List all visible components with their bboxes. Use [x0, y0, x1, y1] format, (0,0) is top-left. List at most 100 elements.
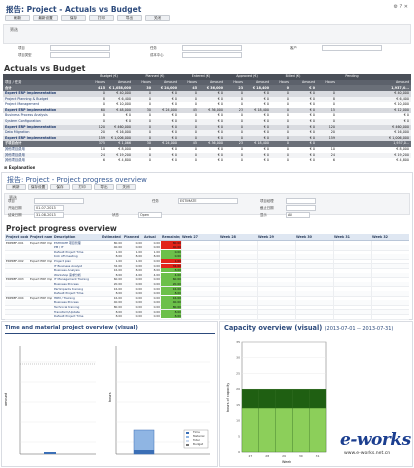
row-label[interactable]: Project Planning & Budget: [5, 96, 49, 101]
watermark-logo: e-works www.e-works.net.cn: [338, 426, 412, 462]
progress-cell-desc[interactable]: Default Project Time: [54, 249, 84, 254]
progress-cell-code[interactable]: ERPREF-003: [6, 277, 24, 282]
filter-input-0[interactable]: [50, 45, 110, 51]
capacity-bar: [258, 388, 276, 409]
progress-cell-desc[interactable]: HRM / Training: [54, 295, 75, 300]
capacity-y-tick: 25: [236, 371, 240, 375]
row-cell: € 0: [217, 130, 223, 135]
toolbar-button-4[interactable]: 导出: [117, 15, 142, 21]
progress-filter-input-5[interactable]: [286, 198, 316, 204]
week-cell: [333, 258, 371, 264]
row-label[interactable]: Expert ERP Implementation: [5, 91, 57, 95]
progress-col-1: Project name: [30, 234, 52, 239]
progress-cell-desc[interactable]: IT Management Training: [54, 277, 89, 282]
progress-cell-code[interactable]: ERPREF-004: [6, 295, 24, 300]
row-label[interactable]: 其他项目费用: [5, 147, 25, 151]
progress-filter-input-2[interactable]: 01-07-2013: [34, 205, 64, 211]
progress-cell-name[interactable]: [30, 314, 52, 319]
progress-cell-name[interactable]: Expert ERP Implementation: [30, 295, 52, 300]
progress-filter-input-6[interactable]: [286, 205, 316, 211]
filter-input-2[interactable]: [322, 45, 382, 51]
progress-toolbar-button-0[interactable]: 刷新: [6, 184, 26, 190]
progress-cell-desc[interactable]: Default Project Time: [54, 291, 84, 296]
progress-cell-desc[interactable]: Business Analysis: [54, 268, 80, 273]
row-label[interactable]: Project Management: [5, 102, 40, 107]
progress-cell-desc[interactable]: Participants training: [54, 286, 84, 291]
progress-toolbar-button-4[interactable]: 导出: [94, 184, 114, 190]
sub-col-4: Hours: [187, 80, 197, 84]
progress-cell-est: 40.00: [113, 300, 122, 305]
row-label[interactable]: 子项目合计: [5, 141, 22, 146]
progress-cell-est: 1.00: [115, 249, 122, 254]
progress-cell-desc[interactable]: Default Project Time: [54, 314, 84, 319]
row-cell: € 0: [263, 135, 269, 140]
progress-cell-code[interactable]: [6, 314, 28, 319]
week-cell: [295, 258, 333, 264]
row-label[interactable]: System Configuration: [5, 119, 41, 123]
progress-filter-input-7[interactable]: All: [286, 212, 310, 218]
progress-cell-code[interactable]: ERPREF-001: [6, 240, 24, 245]
progress-cell-desc[interactable]: Business Process: [54, 281, 79, 286]
help-icon[interactable]: ?: [399, 4, 403, 10]
progress-cell-code[interactable]: ERPREF-002: [6, 258, 24, 263]
row-cell: 0: [148, 96, 151, 101]
progress-cell-desc[interactable]: Kick off meeting: [54, 254, 78, 259]
row-label[interactable]: Expert ERP Implementation: [5, 107, 57, 112]
row-label[interactable]: Business Process Analysis: [5, 113, 48, 118]
toolbar-button-3[interactable]: 打印: [89, 15, 114, 21]
progress-cell-act: 0.00: [153, 258, 160, 263]
row-cell: € 24,000: [162, 141, 177, 146]
row-cell: 0: [286, 147, 289, 151]
filter-input-4[interactable]: [182, 52, 242, 58]
filter-input-3[interactable]: [50, 52, 110, 58]
progress-toolbar-button-2[interactable]: 保存: [50, 184, 70, 190]
filter-input-1[interactable]: [182, 45, 242, 51]
row-cell: 6: [332, 158, 335, 163]
row-cell: 0: [194, 135, 197, 140]
progress-cell-desc[interactable]: PM / IT: [54, 245, 64, 250]
table-header-groups: [3, 74, 411, 80]
close-icon[interactable]: ✕: [403, 4, 408, 10]
row-cell: 120: [98, 124, 105, 129]
progress-cell-desc[interactable]: Business Process: [54, 300, 79, 305]
progress-toolbar-button-5[interactable]: 关闭: [116, 184, 136, 190]
progress-toolbar-button-1[interactable]: 保存设置: [28, 184, 48, 190]
progress-cell-name[interactable]: Expert ERP Implementation: [30, 258, 52, 263]
toolbar-button-1[interactable]: 最新设置: [33, 15, 58, 21]
toolbar-button-0[interactable]: 刷新: [5, 15, 30, 21]
progress-cell-name[interactable]: Expert ERP Implementation: [30, 277, 52, 282]
row-label[interactable]: Expert ERP Implementation: [5, 135, 57, 140]
row-label[interactable]: Data Migration: [5, 130, 30, 135]
toolbar-button-5[interactable]: 关闭: [145, 15, 170, 21]
filter-tab[interactable]: 筛选: [10, 27, 18, 32]
progress-cell-name[interactable]: Expert ERP Implementation: [30, 240, 52, 245]
progress-cell-desc[interactable]: Transform/Update: [54, 309, 80, 314]
progress-cell-desc[interactable]: IT Business Analyst: [54, 263, 82, 268]
gear-icon[interactable]: ⚙: [393, 4, 398, 10]
toolbar-button-2[interactable]: 保存: [61, 15, 86, 21]
week-cell: [219, 277, 257, 282]
progress-cell-desc[interactable]: Workshop 需求分析: [54, 272, 81, 277]
row-cell: 6: [102, 158, 105, 163]
row-cell: 0: [332, 113, 335, 118]
row-cell: 1,937,0...: [393, 141, 409, 146]
progress-filter-input-0[interactable]: [34, 198, 84, 204]
week-cell: [257, 263, 295, 269]
progress-filter-input-3[interactable]: 31-08-2013: [34, 212, 64, 218]
explanation-link[interactable]: ⊞ Explanation: [4, 165, 36, 170]
row-label[interactable]: 其他项目费用: [5, 158, 25, 163]
progress-filter-input-4[interactable]: Open: [138, 212, 162, 218]
filter-tab-2[interactable]: 筛选: [9, 195, 17, 200]
progress-cell-desc[interactable]: ESTIMATE 项目管理: [54, 240, 81, 245]
col-group-3: Approved (€): [236, 74, 258, 78]
row-label[interactable]: 其他项目费用: [5, 152, 25, 157]
progress-cell-desc[interactable]: Project plan: [54, 258, 72, 263]
progress-remaining: 8.00: [161, 291, 181, 296]
row-label[interactable]: Expert ERP Implementation: [5, 124, 57, 129]
week-cell: [219, 291, 257, 296]
progress-cell-desc[interactable]: Technical training: [54, 304, 80, 309]
sub-col-2: Hours: [141, 80, 151, 84]
progress-filter-input-1[interactable]: ESTIMATE: [178, 198, 238, 204]
row-cell: 0: [286, 113, 289, 118]
progress-toolbar-button-3[interactable]: 打印: [72, 184, 92, 190]
